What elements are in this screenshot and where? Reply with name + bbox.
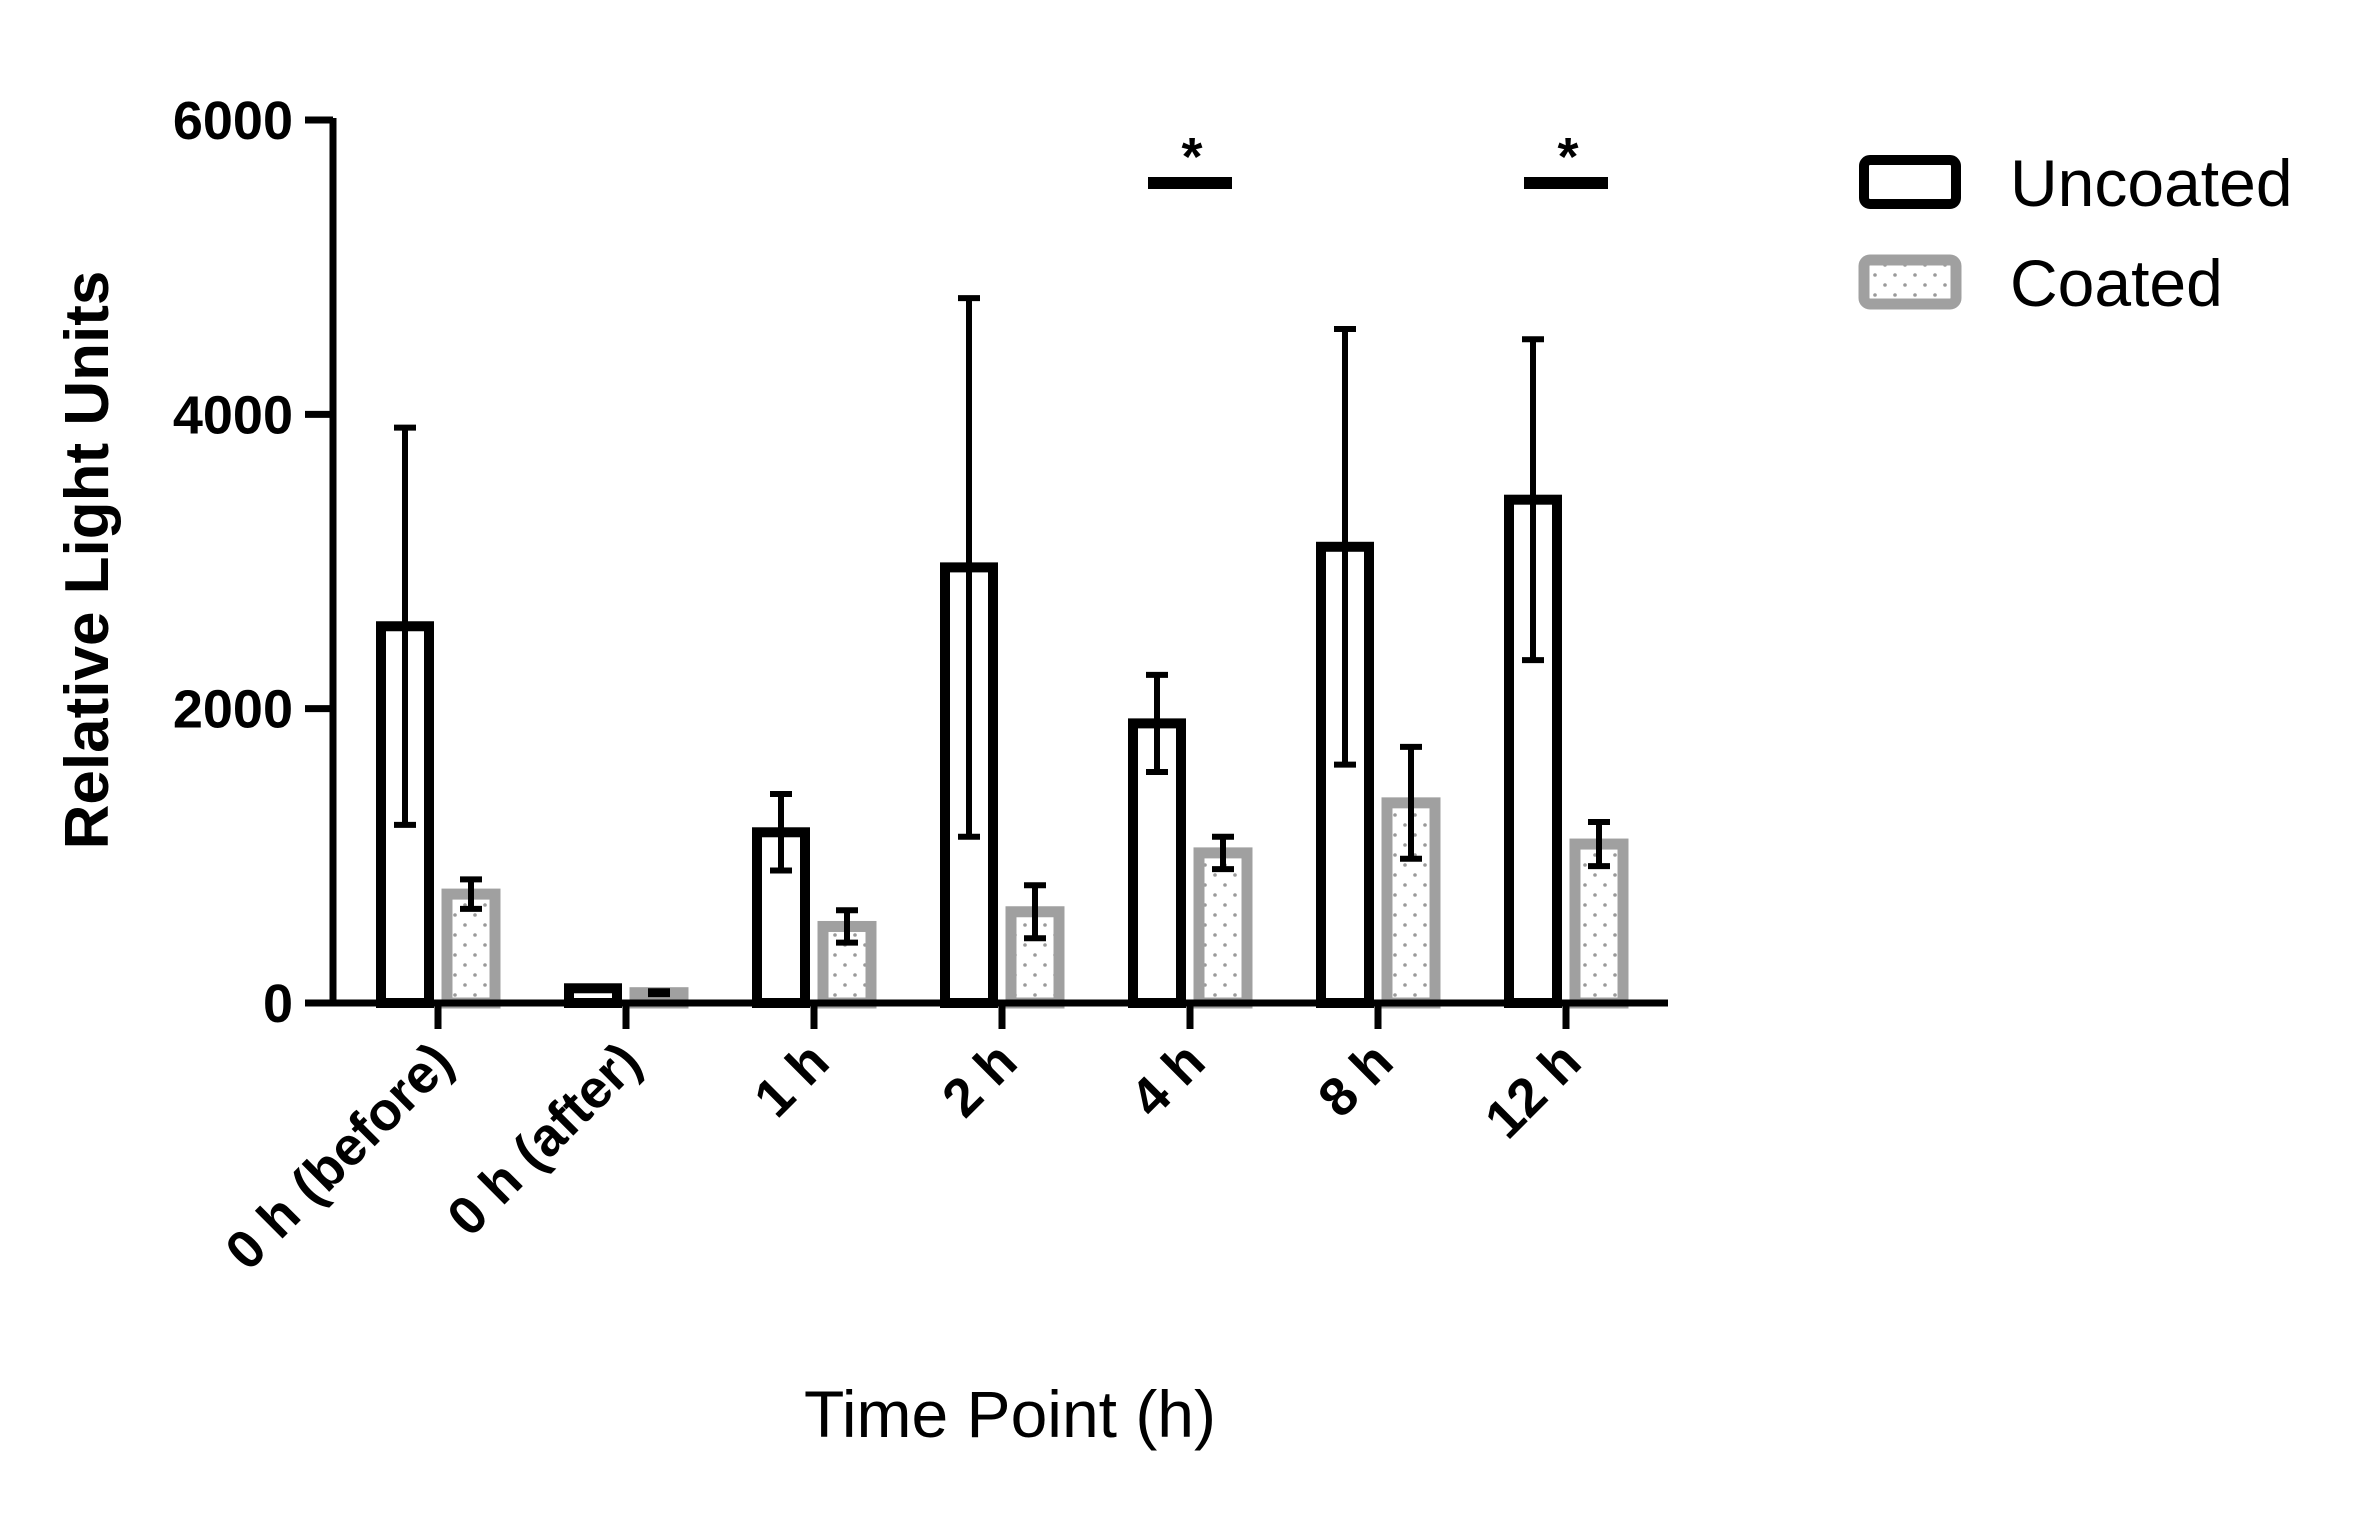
x-category-label-0: 0 h (before) (214, 1031, 464, 1281)
axes-layer (305, 116, 1668, 1029)
bar-coated-4 (1193, 847, 1253, 1009)
legend-swatch-uncoated (1859, 155, 1961, 209)
significance-marker-1: * (1557, 127, 1578, 187)
x-category-label-5: 8 h (1307, 1031, 1405, 1129)
legend-swatch-coated (1858, 254, 1962, 310)
y-tick-label-0: 0 (263, 974, 293, 1034)
x-category-label-3: 2 h (931, 1031, 1029, 1129)
legend-label-uncoated: Uncoated (2010, 146, 2293, 220)
x-axis-title: Time Point (h) (804, 1377, 1216, 1451)
y-tick-label-3: 6000 (173, 91, 293, 151)
significance-marker-0: * (1181, 127, 1202, 187)
x-category-label-4: 4 h (1119, 1031, 1217, 1129)
legend-label-coated: Coated (2010, 246, 2223, 320)
x-category-label-6: 12 h (1474, 1031, 1593, 1150)
bars-layer (376, 295, 1629, 1009)
y-tick-label-1: 2000 (173, 680, 293, 740)
legend: Uncoated Coated (1858, 146, 2293, 320)
y-axis-title: Relative Light Units (53, 271, 122, 850)
x-category-label-1: 0 h (after) (436, 1031, 652, 1247)
x-category-label-2: 1 h (743, 1031, 841, 1129)
y-tick-label-2: 4000 (173, 385, 293, 445)
